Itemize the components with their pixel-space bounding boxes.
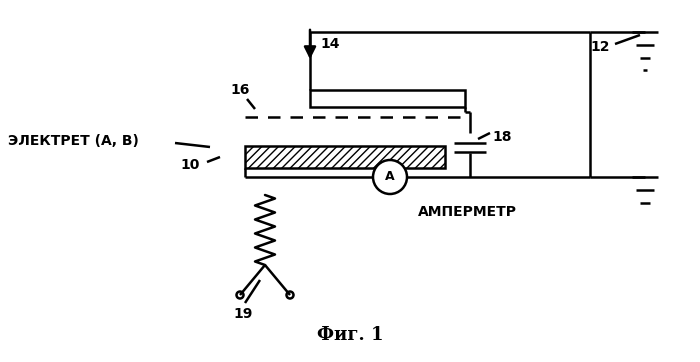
Text: Фиг. 1: Фиг. 1 bbox=[316, 326, 384, 344]
Text: 16: 16 bbox=[230, 83, 249, 97]
Text: A: A bbox=[385, 169, 395, 182]
Bar bbox=[310, 90, 465, 107]
Text: 18: 18 bbox=[492, 130, 512, 144]
Bar bbox=[245, 146, 445, 168]
Circle shape bbox=[373, 160, 407, 194]
Text: ЭЛЕКТРЕТ (А, В): ЭЛЕКТРЕТ (А, В) bbox=[8, 134, 139, 148]
Text: 14: 14 bbox=[320, 37, 340, 51]
Text: 19: 19 bbox=[233, 307, 253, 321]
Text: 12: 12 bbox=[590, 40, 610, 54]
Text: 10: 10 bbox=[181, 158, 200, 172]
Text: АМПЕРМЕТР: АМПЕРМЕТР bbox=[418, 205, 517, 219]
